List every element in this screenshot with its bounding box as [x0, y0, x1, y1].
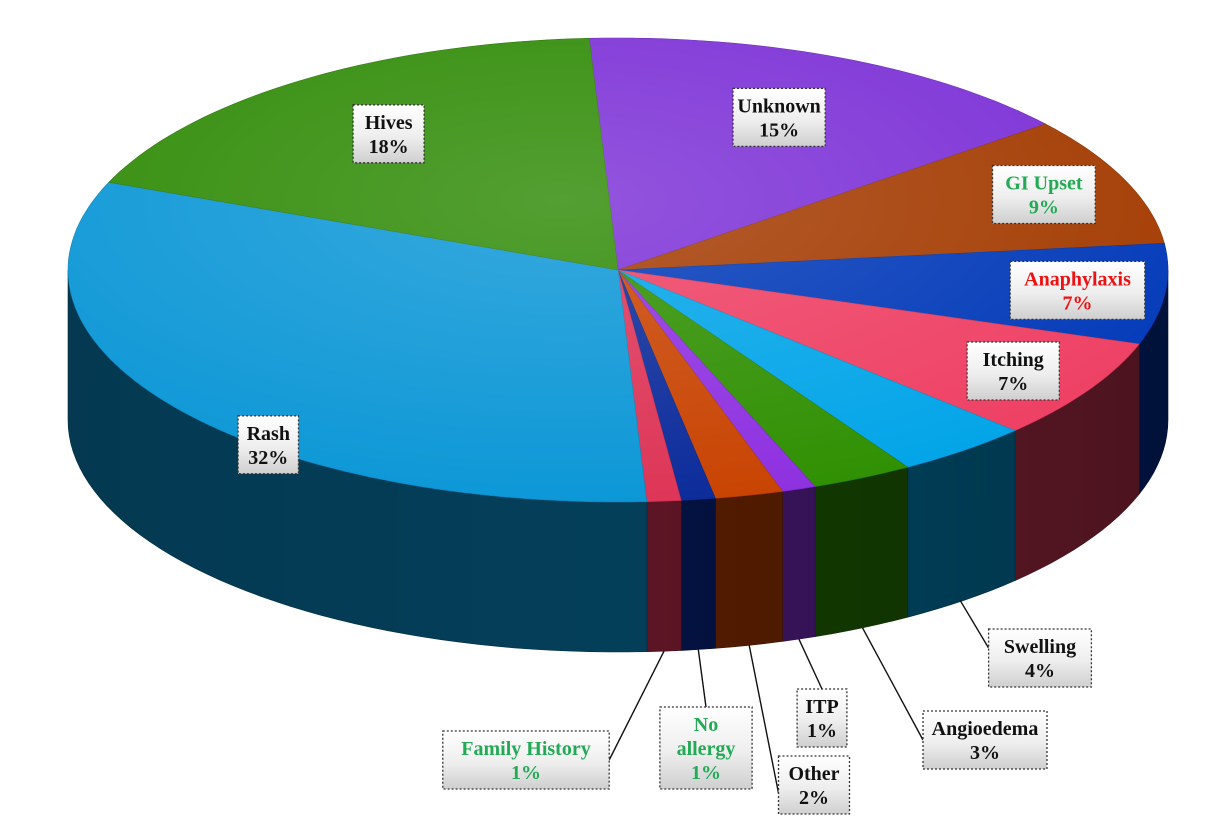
- data-label-value: 15%: [759, 119, 799, 141]
- data-label-box: [777, 755, 851, 815]
- data-label-value: 1%: [511, 762, 541, 784]
- leader-line-family-history: [608, 650, 665, 761]
- leader-line-swelling: [959, 599, 990, 649]
- data-label-category: No: [694, 714, 718, 736]
- leader-line-other: [748, 645, 780, 794]
- data-label-box: [987, 628, 1093, 688]
- data-label-category: Anaphylaxis: [1024, 268, 1131, 290]
- data-label-box: [659, 706, 753, 790]
- data-label-value: 18%: [369, 136, 409, 158]
- data-label-box: [991, 164, 1096, 225]
- data-label-value: 4%: [1025, 660, 1055, 682]
- data-label-value: 7%: [1063, 292, 1093, 314]
- data-label-box: [922, 710, 1048, 770]
- data-label-category: Angioedema: [932, 718, 1039, 740]
- data-label-box: [966, 341, 1060, 401]
- data-label-category: Other: [788, 763, 839, 785]
- data-label-value: 1%: [807, 720, 837, 742]
- data-label-category: Itching: [983, 349, 1044, 371]
- pie-side-shading: [68, 270, 1168, 652]
- data-label-category: Swelling: [1004, 636, 1076, 658]
- data-label-box: [732, 87, 826, 148]
- data-label-category: Family History: [461, 738, 590, 760]
- data-label-category: Hives: [365, 112, 413, 134]
- data-label-value: 1%: [691, 762, 721, 784]
- leader-line-itp: [798, 638, 823, 690]
- leader-line-no-allergy: [697, 649, 707, 708]
- data-label-value: 2%: [799, 787, 829, 809]
- data-label-category: ITP: [805, 696, 838, 718]
- data-label-value: 9%: [1029, 197, 1059, 219]
- data-label-box: [796, 688, 848, 748]
- data-label-box: [237, 415, 300, 475]
- data-label-box: [1009, 260, 1146, 321]
- pie-top-shine: [68, 38, 1168, 502]
- data-label-category: Unknown: [737, 95, 820, 117]
- data-label-box: [352, 104, 425, 164]
- data-label-category: Rash: [247, 423, 290, 445]
- data-label-category: GI Upset: [1005, 173, 1083, 195]
- data-label-value: 7%: [998, 373, 1028, 395]
- data-label-value: 3%: [970, 742, 1000, 764]
- data-label-category: allergy: [677, 738, 736, 760]
- data-label-box: [442, 730, 610, 790]
- data-label-value: 32%: [248, 447, 288, 469]
- leader-line-angioedema: [861, 627, 924, 741]
